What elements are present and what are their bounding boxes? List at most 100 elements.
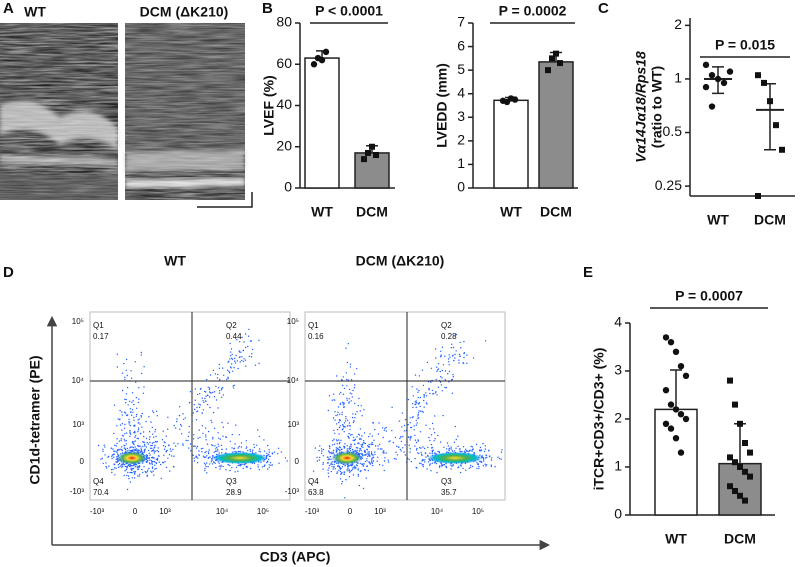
event-dot (124, 440, 126, 442)
flow-y-tick: 10⁴ (287, 376, 300, 385)
x-tick-label: WT (500, 204, 522, 220)
event-dot (372, 454, 374, 456)
event-dot (112, 448, 114, 450)
event-dot (217, 387, 220, 389)
event-dot (133, 477, 136, 479)
event-dot (141, 468, 143, 471)
event-dot (432, 449, 434, 451)
chart: 0 1 2 3 4 iTCR+CD3+/CD3+ (%) P = 0.0007 WT DCM (591, 288, 775, 547)
event-dot (145, 420, 147, 423)
event-dot (349, 434, 352, 436)
event-dot (136, 407, 138, 409)
event-dot (344, 443, 346, 445)
event-dot (440, 350, 442, 352)
event-dot (268, 449, 270, 451)
density (116, 451, 148, 465)
event-dot (436, 366, 438, 368)
event-dot (437, 450, 439, 453)
event-dot (218, 465, 221, 467)
event-dot (137, 468, 139, 471)
event-dot (417, 415, 419, 417)
event-dot (209, 463, 211, 465)
event-dot (409, 439, 411, 441)
event-dot (220, 464, 222, 466)
event-dot (117, 453, 119, 455)
event-dot (245, 447, 247, 449)
data-point (747, 449, 753, 456)
event-dot (366, 453, 368, 455)
event-dot (151, 466, 154, 468)
event-dot (133, 473, 136, 475)
event-dot (131, 442, 134, 444)
event-dot (412, 395, 414, 397)
event-dot (414, 374, 417, 376)
event-dot (219, 468, 221, 470)
event-dot (229, 469, 231, 472)
event-dot (349, 366, 352, 368)
quadrant-name: Q1 (93, 321, 104, 330)
event-dot (259, 451, 262, 453)
event-dot (419, 396, 422, 399)
event-dot (140, 447, 142, 449)
event-dot (328, 451, 330, 453)
event-dot (448, 449, 450, 452)
event-dot (453, 441, 456, 443)
event-dot (145, 437, 148, 440)
event-dot (148, 457, 151, 459)
data-point (667, 425, 675, 432)
event-dot (241, 463, 243, 466)
event-dot (471, 450, 473, 452)
event-dot (124, 465, 127, 468)
event-dot (247, 345, 249, 348)
event-dot (133, 425, 135, 427)
event-dot (268, 464, 270, 466)
event-dot (440, 355, 442, 357)
event-dot (321, 450, 323, 452)
event-dot (234, 443, 236, 445)
quadrant-name: Q4 (308, 477, 319, 486)
echo-image (125, 23, 245, 200)
event-dot (371, 461, 373, 464)
event-dot (471, 446, 474, 448)
event-dot (116, 425, 118, 427)
event-dot (383, 469, 385, 472)
data-point (318, 56, 326, 64)
event-dot (363, 409, 365, 411)
event-dot (198, 454, 200, 456)
event-dot (358, 442, 360, 445)
event-dot (180, 425, 183, 427)
event-dot (372, 456, 375, 459)
event-dot (414, 401, 416, 403)
event-dot (243, 341, 245, 343)
event-dot (221, 421, 223, 424)
event-dot (108, 465, 110, 467)
data-point (767, 98, 773, 105)
event-dot (212, 455, 214, 457)
event-dot (211, 459, 213, 461)
event-dot (351, 448, 354, 451)
event-dot (241, 336, 243, 339)
event-dot (352, 439, 354, 441)
event-dot (361, 463, 363, 465)
event-dot (407, 398, 410, 401)
event-dot (210, 392, 212, 394)
event-dot (187, 435, 190, 438)
event-dot (401, 426, 403, 428)
y-tick-label: 5 (457, 61, 465, 77)
event-dot (266, 461, 269, 463)
event-dot (345, 418, 347, 420)
event-dot (253, 446, 256, 449)
event-dot (215, 466, 217, 469)
event-dot (113, 450, 115, 452)
event-dot (382, 436, 384, 439)
event-dot (353, 465, 356, 467)
event-dot (320, 452, 323, 454)
event-dot (420, 453, 423, 455)
event-dot (160, 463, 162, 466)
event-dot (402, 435, 404, 438)
event-dot (331, 465, 333, 468)
event-dot (131, 409, 134, 411)
flow-y-tick: -10³ (285, 487, 300, 496)
event-dot (142, 471, 144, 474)
event-dot (458, 362, 460, 364)
